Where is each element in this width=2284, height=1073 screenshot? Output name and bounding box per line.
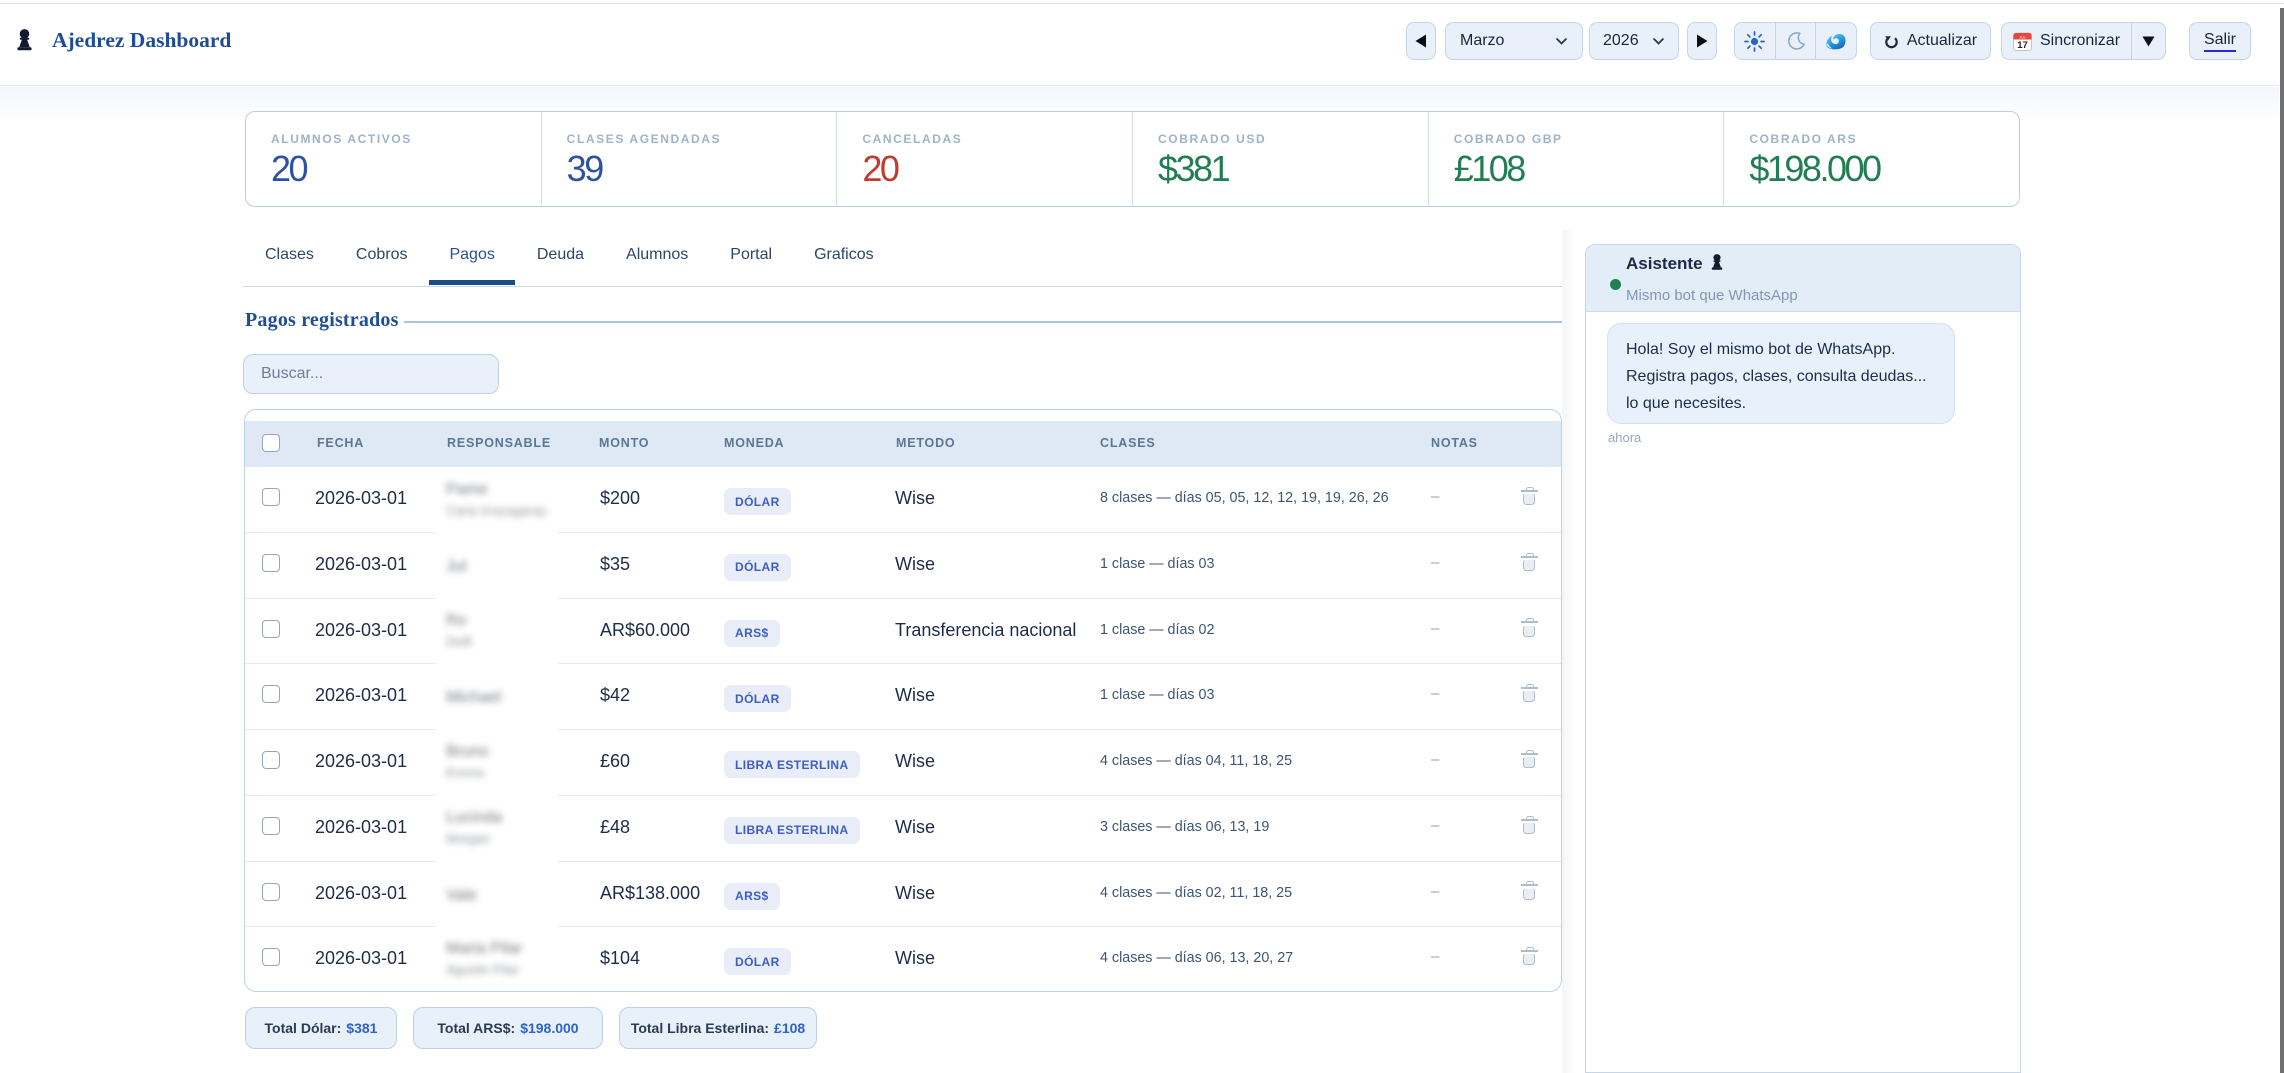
svg-text:17: 17 [2017,40,2028,51]
svg-text:JUL: JUL [2019,35,2025,39]
